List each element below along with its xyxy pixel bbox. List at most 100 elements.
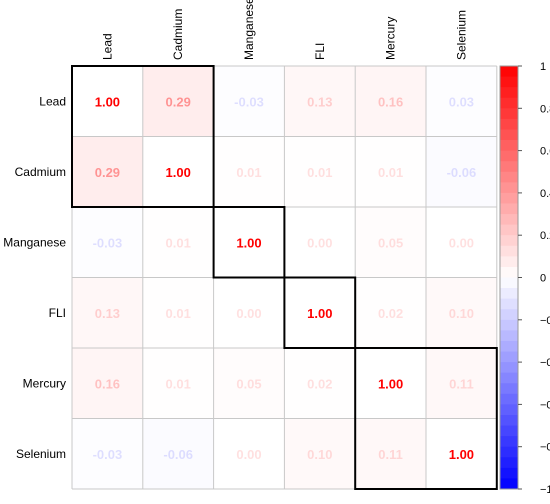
- colorbar-segment: [500, 118, 518, 130]
- cell-selenium-manganese: [213, 418, 285, 489]
- value-label-lead-cadmium: 0.29: [166, 94, 191, 109]
- cell-selenium-mercury: [355, 418, 426, 489]
- colorbar-segment: [500, 340, 518, 353]
- cell-lead-mercury: [355, 66, 426, 137]
- colorbar: −1 −0.8 −0.6 −0.4 −0.2 0 0.2 0.4 0.6 0.8 1: [499, 61, 550, 496]
- value-label-selenium-selenium: 1.00: [449, 447, 474, 462]
- colorbar-segment: [500, 372, 518, 384]
- value-label-cadmium-manganese: 0.01: [236, 165, 261, 180]
- colorbar-segment: [500, 214, 518, 226]
- cell-selenium-lead: [72, 418, 143, 489]
- value-label-fli-manganese: 0.00: [236, 306, 261, 321]
- col-label-selenium: Selenium: [454, 10, 468, 60]
- colorbar-segment: [500, 362, 518, 374]
- colorbar-segment: [500, 309, 518, 321]
- cell-selenium-fli: [284, 418, 356, 489]
- cell-lead-lead: [72, 66, 143, 137]
- value-label-mercury-manganese: 0.05: [236, 376, 261, 391]
- col-label-fli: FLI: [313, 43, 327, 60]
- colorbar-tick-label: −0.6: [540, 399, 550, 411]
- row-label-mercury: Mercury: [23, 376, 66, 390]
- colorbar-tick-label: −0.8: [540, 442, 550, 454]
- colorbar-tick-label: 0.6: [540, 146, 550, 158]
- colorbar-segment: [500, 171, 518, 183]
- cell-mercury-selenium: [426, 348, 497, 419]
- cell-cadmium-selenium: [426, 136, 497, 207]
- cell-manganese-mercury: [355, 207, 426, 278]
- colorbar-segment: [500, 467, 518, 479]
- value-label-selenium-manganese: 0.00: [236, 447, 261, 462]
- value-label-fli-fli: 1.00: [307, 306, 332, 321]
- value-label-lead-manganese: -0.03: [234, 94, 264, 109]
- colorbar-segment: [500, 76, 518, 88]
- cell-mercury-lead: [72, 348, 143, 419]
- cell-mercury-fli: [284, 348, 356, 419]
- cell-selenium-selenium: [426, 418, 497, 489]
- colorbar-tick-label: 0.4: [540, 188, 550, 200]
- colorbar-tick-label: 0.8: [540, 103, 550, 115]
- row-label-selenium: Selenium: [16, 447, 66, 461]
- value-label-mercury-lead: 0.16: [95, 376, 120, 391]
- value-label-fli-lead: 0.13: [95, 306, 120, 321]
- cell-fli-mercury: [355, 277, 426, 348]
- colorbar-segment: [500, 224, 518, 236]
- colorbar-segment: [500, 404, 518, 416]
- cell-lead-selenium: [426, 66, 497, 137]
- cell-manganese-selenium: [426, 207, 497, 278]
- cell-manganese-manganese: [213, 207, 285, 278]
- row-label-lead: Lead: [39, 94, 66, 108]
- colorbar-segment: [500, 319, 518, 331]
- colorbar-segment: [500, 393, 518, 405]
- value-label-manganese-mercury: 0.05: [378, 235, 403, 250]
- cell-fli-selenium: [426, 277, 497, 348]
- colorbar-segment: [500, 414, 518, 427]
- cell-fli-cadmium: [142, 277, 214, 348]
- colorbar-segment: [500, 446, 518, 458]
- value-label-mercury-cadmium: 0.01: [166, 376, 191, 391]
- value-label-selenium-fli: 0.10: [307, 447, 332, 462]
- colorbar-segment: [500, 457, 518, 469]
- cell-manganese-lead: [72, 207, 143, 278]
- colorbar-segment: [500, 161, 518, 173]
- colorbar-segment: [500, 298, 518, 310]
- colorbar-segment: [500, 245, 518, 257]
- value-labels-group: 1.00 0.29 -0.03 0.13 0.16 0.03 0.29 1.00 0.01 0.0…: [93, 94, 477, 462]
- colorbar-segment: [500, 97, 518, 109]
- colorbar-segment: [500, 235, 518, 247]
- colorbar-segment: [500, 425, 518, 437]
- cluster-box-2: [212, 206, 286, 279]
- colorbar-tick-label: 1: [540, 61, 546, 73]
- cell-fli-fli: [284, 277, 356, 348]
- cell-selenium-cadmium: [142, 418, 214, 489]
- cell-fli-lead: [72, 277, 143, 348]
- value-label-fli-mercury: 0.02: [378, 306, 403, 321]
- cell-lead-fli: [284, 66, 356, 137]
- colorbar-segment: [500, 66, 518, 78]
- col-label-lead: Lead: [100, 33, 114, 60]
- row-label-fli: FLI: [49, 306, 66, 320]
- cell-manganese-cadmium: [142, 207, 214, 278]
- col-label-cadmium: Cadmium: [171, 9, 185, 60]
- colorbar-segment: [500, 383, 518, 395]
- col-label-manganese: Manganese: [242, 0, 256, 60]
- value-label-cadmium-cadmium: 1.00: [166, 165, 191, 180]
- value-label-mercury-mercury: 1.00: [378, 376, 403, 391]
- cell-cadmium-manganese: [213, 136, 285, 207]
- value-label-mercury-selenium: 0.11: [449, 376, 474, 391]
- value-label-manganese-cadmium: 0.01: [166, 235, 191, 250]
- value-label-cadmium-mercury: 0.01: [378, 165, 403, 180]
- colorbar-segment: [500, 478, 518, 490]
- cell-manganese-fli: [284, 207, 356, 278]
- col-labels-group: Lead Cadmium Manganese FLI Mercury Selenium: [100, 0, 468, 60]
- colorbar-segment: [500, 330, 518, 342]
- value-label-cadmium-fli: 0.01: [307, 165, 332, 180]
- cell-cadmium-fli: [284, 136, 356, 207]
- colorbar-segment: [500, 288, 518, 300]
- cell-fli-manganese: [213, 277, 285, 348]
- value-label-fli-cadmium: 0.01: [166, 306, 191, 321]
- value-label-lead-selenium: 0.03: [449, 94, 474, 109]
- value-label-manganese-lead: -0.03: [93, 235, 123, 250]
- colorbar-segment: [500, 140, 518, 152]
- value-label-cadmium-lead: 0.29: [95, 165, 120, 180]
- row-label-cadmium: Cadmium: [15, 165, 66, 179]
